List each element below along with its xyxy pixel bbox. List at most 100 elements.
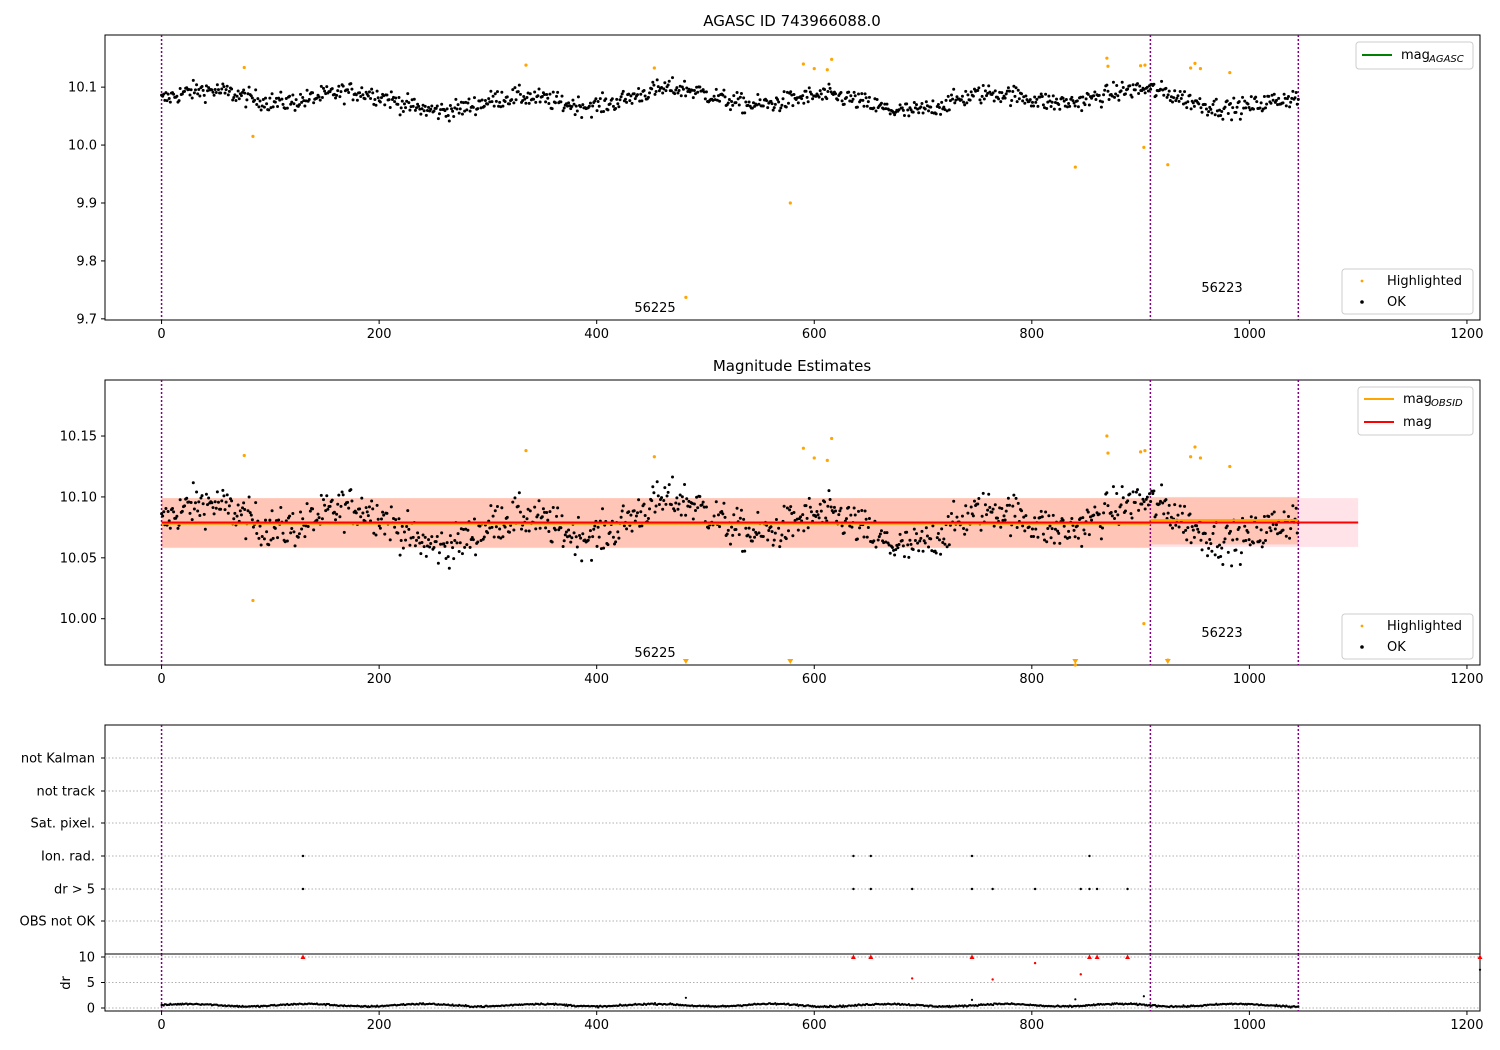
data-point <box>639 92 643 96</box>
data-point <box>965 101 969 105</box>
data-point <box>765 99 769 103</box>
data-point <box>288 94 292 98</box>
data-point <box>225 493 229 497</box>
highlighted-point <box>801 62 805 66</box>
data-point <box>818 502 822 506</box>
data-point <box>567 101 571 105</box>
data-point <box>913 538 917 542</box>
data-point <box>1174 523 1178 527</box>
data-point <box>210 501 214 505</box>
data-point <box>862 535 866 539</box>
data-point <box>1172 96 1176 100</box>
highlighted-point <box>1143 63 1147 67</box>
clipped-marker <box>868 954 874 959</box>
data-point <box>328 504 332 508</box>
data-point <box>223 91 227 95</box>
data-point <box>811 97 815 101</box>
data-point <box>232 517 236 521</box>
data-point <box>1258 539 1262 543</box>
data-point <box>680 85 684 89</box>
data-point <box>805 516 809 520</box>
data-point <box>231 98 235 102</box>
highlighted-point <box>652 455 656 459</box>
data-point <box>587 535 591 539</box>
data-point <box>1136 82 1140 86</box>
data-point <box>791 104 795 108</box>
data-point <box>955 95 959 99</box>
data-point <box>674 501 678 505</box>
data-point <box>674 88 678 92</box>
data-point <box>405 99 409 103</box>
data-point <box>865 535 869 539</box>
highlighted-point <box>1228 464 1232 469</box>
data-point <box>216 500 220 504</box>
data-point <box>1239 551 1243 555</box>
data-point <box>773 531 777 535</box>
data-point <box>448 534 452 538</box>
data-point <box>453 539 457 543</box>
data-point <box>1199 106 1203 110</box>
data-point <box>399 106 403 110</box>
data-point <box>518 510 522 514</box>
data-point <box>434 106 438 110</box>
data-point <box>722 88 726 92</box>
data-point <box>1213 113 1217 117</box>
data-point <box>1281 101 1285 105</box>
data-point <box>456 532 460 536</box>
data-point <box>1274 523 1278 527</box>
data-point <box>258 99 262 103</box>
data-point <box>302 99 306 103</box>
data-point <box>536 513 540 517</box>
data-point <box>942 537 946 541</box>
legend-marker-highlighted <box>1360 624 1364 628</box>
data-point <box>406 509 410 513</box>
data-point <box>247 85 251 89</box>
data-point <box>254 501 258 505</box>
data-point <box>774 518 778 522</box>
data-point <box>1164 498 1168 502</box>
data-point <box>299 510 303 514</box>
data-point <box>693 92 697 96</box>
legend-label: OK <box>1387 640 1406 655</box>
data-point <box>882 107 886 111</box>
data-point <box>1131 83 1135 87</box>
data-point <box>664 89 668 93</box>
data-point <box>951 97 955 101</box>
data-point <box>1113 95 1117 99</box>
data-point <box>1044 510 1048 514</box>
data-point <box>306 524 310 528</box>
data-point <box>427 105 431 109</box>
data-point <box>407 101 411 105</box>
data-point <box>472 96 476 100</box>
data-point <box>432 545 436 549</box>
data-point <box>983 503 987 507</box>
data-point <box>960 514 964 518</box>
data-point <box>444 556 448 560</box>
highlighted-point <box>1193 61 1197 65</box>
data-point <box>1237 525 1241 529</box>
data-point <box>955 515 959 519</box>
data-point <box>862 104 866 108</box>
data-point <box>590 558 594 562</box>
data-point <box>684 94 688 98</box>
data-point <box>347 90 351 94</box>
highlighted-point <box>1189 455 1193 459</box>
data-point <box>1189 107 1193 111</box>
data-point <box>1235 537 1239 541</box>
data-point <box>1231 538 1235 542</box>
data-point <box>608 102 612 106</box>
data-point <box>770 102 774 106</box>
data-point <box>722 501 726 505</box>
data-point <box>243 507 247 511</box>
data-point <box>1248 108 1252 112</box>
data-point <box>569 540 573 544</box>
data-point <box>423 535 427 539</box>
data-point <box>1171 526 1175 530</box>
data-point <box>795 96 799 100</box>
data-point <box>753 535 757 539</box>
data-point <box>479 538 483 542</box>
highlighted-point <box>1143 449 1147 453</box>
data-point <box>789 90 793 94</box>
data-point <box>590 115 594 119</box>
x-tick-label: 800 <box>1019 672 1044 687</box>
